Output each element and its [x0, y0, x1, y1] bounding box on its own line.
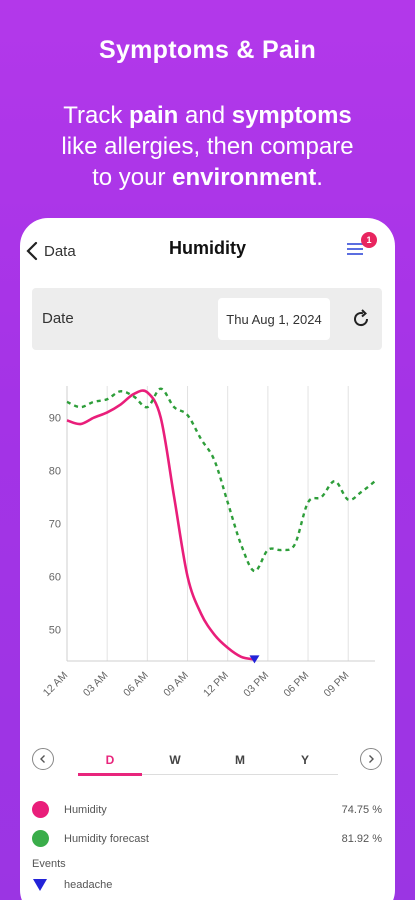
- promo-bold-environment: environment: [172, 164, 317, 191]
- legend-value: 74.75 %: [341, 804, 382, 816]
- promo-subtitle: Track pain and symptoms like allergies, …: [20, 100, 395, 193]
- promo-bold-symptoms: symptoms: [231, 102, 352, 129]
- promo-bold-pain: pain: [129, 102, 179, 129]
- period-selector: D W M Y: [20, 748, 395, 788]
- date-picker[interactable]: Thu Aug 1, 2024: [218, 298, 330, 340]
- next-period-button[interactable]: [360, 748, 382, 770]
- promo-text: .: [316, 164, 323, 191]
- promo-text: like allergies, then compare: [61, 133, 354, 160]
- date-row: Date Thu Aug 1, 2024: [32, 288, 382, 350]
- refresh-icon[interactable]: [350, 308, 372, 330]
- x-tick-label: 06 PM: [281, 669, 311, 699]
- chevron-left-icon: [26, 241, 38, 261]
- legend-dot: [32, 801, 49, 818]
- event-marker: [249, 655, 260, 664]
- phone-screen: Data Humidity 1 Date Thu Aug 1, 2024 90 8…: [20, 218, 395, 900]
- prev-period-button[interactable]: [32, 748, 54, 770]
- triangle-down-icon: [33, 879, 47, 891]
- y-tick-label: 80: [49, 466, 61, 478]
- screen-title: Humidity: [168, 238, 246, 258]
- x-tick-label: 03 AM: [81, 669, 111, 699]
- list-menu-icon: [347, 243, 363, 255]
- legend-item-humidity[interactable]: Humidity 74.75 %: [32, 800, 382, 820]
- promo-title: Symptoms & Pain: [98, 36, 317, 64]
- back-button[interactable]: Data: [26, 238, 76, 264]
- top-bar: Data Humidity 1: [20, 218, 395, 282]
- legend-value: 81.92 %: [341, 833, 382, 845]
- events-label: Events: [32, 858, 66, 870]
- x-tick-label: 03 PM: [241, 669, 271, 699]
- chevron-right-icon: [369, 755, 374, 763]
- active-tab-indicator: [78, 773, 142, 776]
- legend-dot: [32, 830, 49, 847]
- menu-button[interactable]: 1: [343, 232, 377, 264]
- notification-badge: 1: [361, 232, 377, 248]
- x-tick-label: 09 PM: [322, 669, 352, 699]
- chart-svg: 90 80 70 60 50 12 AM 03 AM 06 AM 09 AM 12 PM 03 PM…: [41, 386, 376, 699]
- humidity-forecast-series-line: [66, 387, 376, 573]
- promo-text: to your: [92, 164, 173, 191]
- x-tick-label: 06 AM: [121, 669, 151, 699]
- tab-month[interactable]: M: [235, 753, 245, 767]
- tab-year[interactable]: Y: [300, 753, 309, 767]
- legend-name: Humidity forecast: [64, 833, 149, 845]
- x-tick-label: 09 AM: [161, 669, 191, 699]
- date-label: Date: [42, 310, 74, 327]
- humidity-series-line: [66, 389, 255, 661]
- x-tick-label: 12 AM: [41, 669, 71, 699]
- promo-text: and: [178, 102, 232, 129]
- y-tick-label: 90: [49, 413, 61, 425]
- back-label: Data: [44, 242, 76, 260]
- y-tick-label: 60: [49, 571, 61, 583]
- legend-name: Humidity: [64, 804, 107, 816]
- tab-divider: [78, 774, 338, 775]
- humidity-chart: 90 80 70 60 50 12 AM 03 AM 06 AM 09 AM 12 PM 03 PM…: [20, 368, 395, 718]
- tab-week[interactable]: W: [169, 753, 181, 767]
- y-tick-label: 70: [49, 519, 61, 531]
- chevron-left-icon: [40, 755, 45, 763]
- event-name: headache: [64, 879, 113, 891]
- promo-text: Track: [63, 102, 129, 129]
- y-tick-label: 50: [49, 624, 61, 636]
- tab-day[interactable]: D: [105, 753, 115, 767]
- legend-item-humidity-forecast[interactable]: Humidity forecast 81.92 %: [32, 829, 382, 849]
- x-tick-label: 12 PM: [201, 669, 231, 699]
